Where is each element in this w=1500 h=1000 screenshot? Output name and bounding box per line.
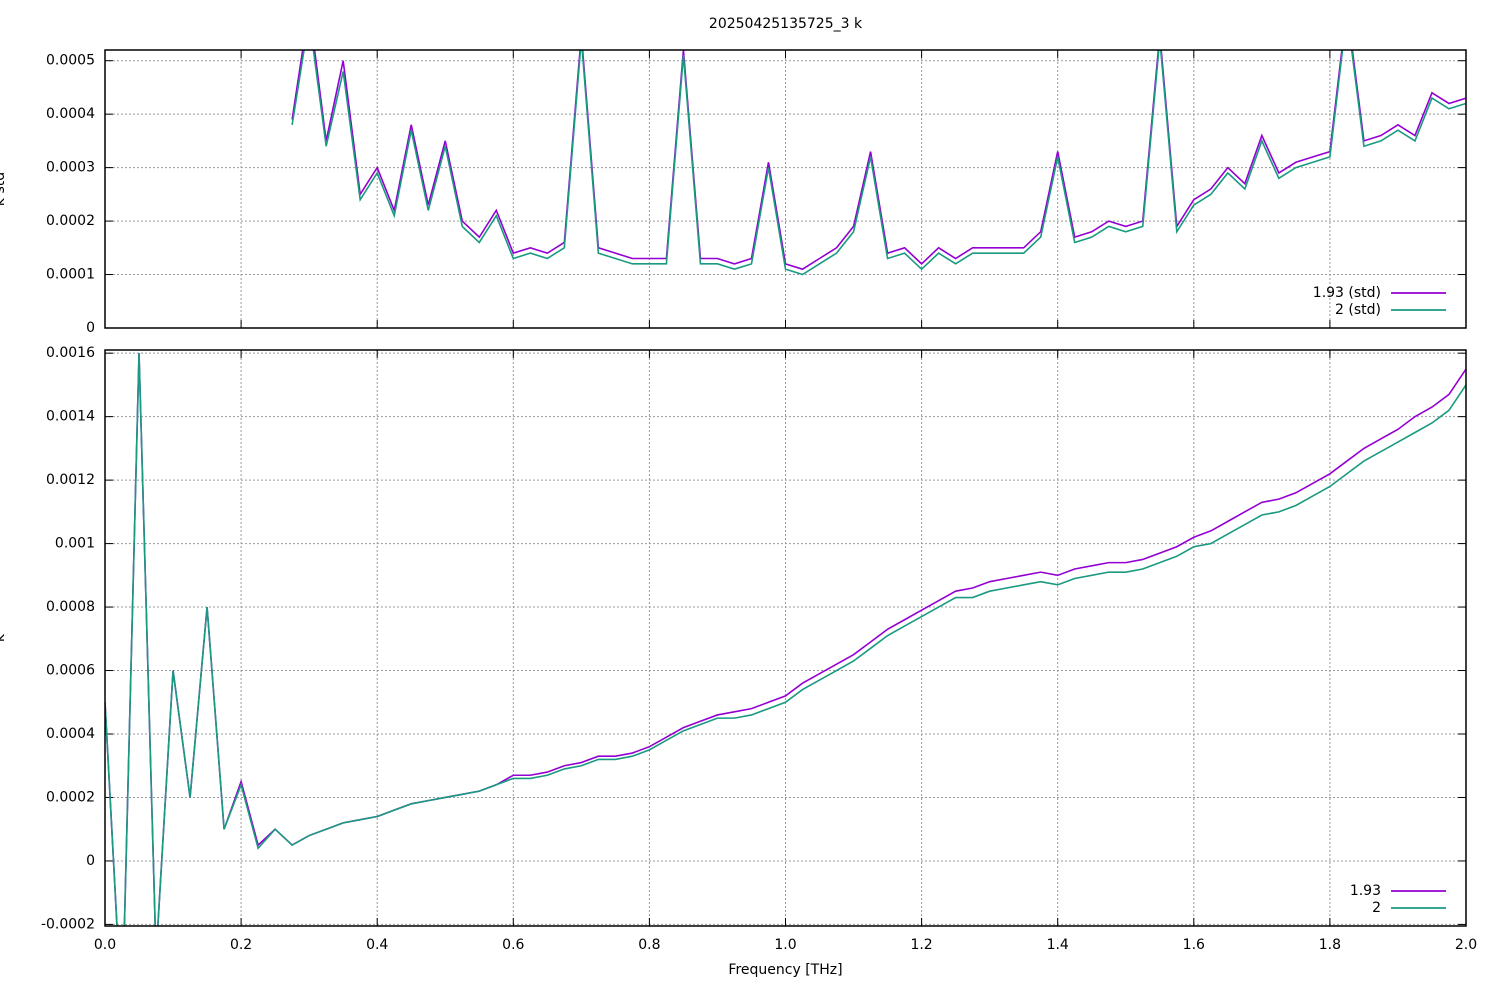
x-tick-label: 1.2 bbox=[910, 937, 932, 953]
x-tick-label: 0.2 bbox=[230, 937, 252, 953]
y-tick-label: 0.0012 bbox=[46, 472, 95, 488]
series-line bbox=[291, 50, 1466, 276]
legend-label: 2 bbox=[1372, 900, 1381, 916]
y-tick-label: 0.0002 bbox=[46, 213, 95, 229]
plot-frame bbox=[104, 349, 1467, 927]
y-tick-label: 0 bbox=[86, 320, 95, 336]
plot-area bbox=[105, 353, 1466, 926]
legend-label: 1.93 (std) bbox=[1313, 285, 1381, 301]
y-tick-label: 0.0003 bbox=[46, 160, 95, 176]
y-tick-label: 0.0004 bbox=[46, 106, 95, 122]
y-tick-label: 0.001 bbox=[55, 536, 95, 552]
y-axis-label: k std bbox=[0, 172, 8, 206]
y-tick-label: 0.0014 bbox=[46, 409, 95, 425]
y-tick-label: 0.0005 bbox=[46, 53, 95, 69]
x-tick-label: 2.0 bbox=[1455, 937, 1477, 953]
x-tick-label: 1.8 bbox=[1319, 937, 1341, 953]
series-line bbox=[105, 353, 1466, 926]
y-tick-label: 0.0001 bbox=[46, 267, 95, 283]
y-tick-label: 0.0006 bbox=[46, 663, 95, 679]
x-tick-label: 0.8 bbox=[638, 937, 660, 953]
legend-label: 2 (std) bbox=[1335, 302, 1381, 318]
y-tick-label: 0.0008 bbox=[46, 599, 95, 615]
x-tick-label: 1.0 bbox=[774, 937, 796, 953]
y-axis-label: k bbox=[0, 633, 8, 642]
y-tick-label: -0.0002 bbox=[41, 916, 95, 932]
x-tick-label: 0.6 bbox=[502, 937, 524, 953]
x-tick-label: 1.4 bbox=[1047, 937, 1069, 953]
y-tick-label: 0.0004 bbox=[46, 726, 95, 742]
legend-label: 1.93 bbox=[1350, 883, 1381, 899]
chart-title: 20250425135725_3 k bbox=[709, 16, 863, 32]
series-line bbox=[291, 50, 1466, 271]
plot-frame bbox=[104, 49, 1467, 329]
y-tick-label: 0 bbox=[86, 853, 95, 869]
y-tick-label: 0.0002 bbox=[46, 789, 95, 805]
plot-area bbox=[291, 50, 1466, 276]
x-tick-label: 1.6 bbox=[1183, 937, 1205, 953]
x-tick-label: 0.4 bbox=[366, 937, 388, 953]
x-tick-label: 0.0 bbox=[94, 937, 116, 953]
x-axis-label: Frequency [THz] bbox=[728, 962, 842, 978]
y-tick-label: 0.0016 bbox=[46, 345, 95, 361]
